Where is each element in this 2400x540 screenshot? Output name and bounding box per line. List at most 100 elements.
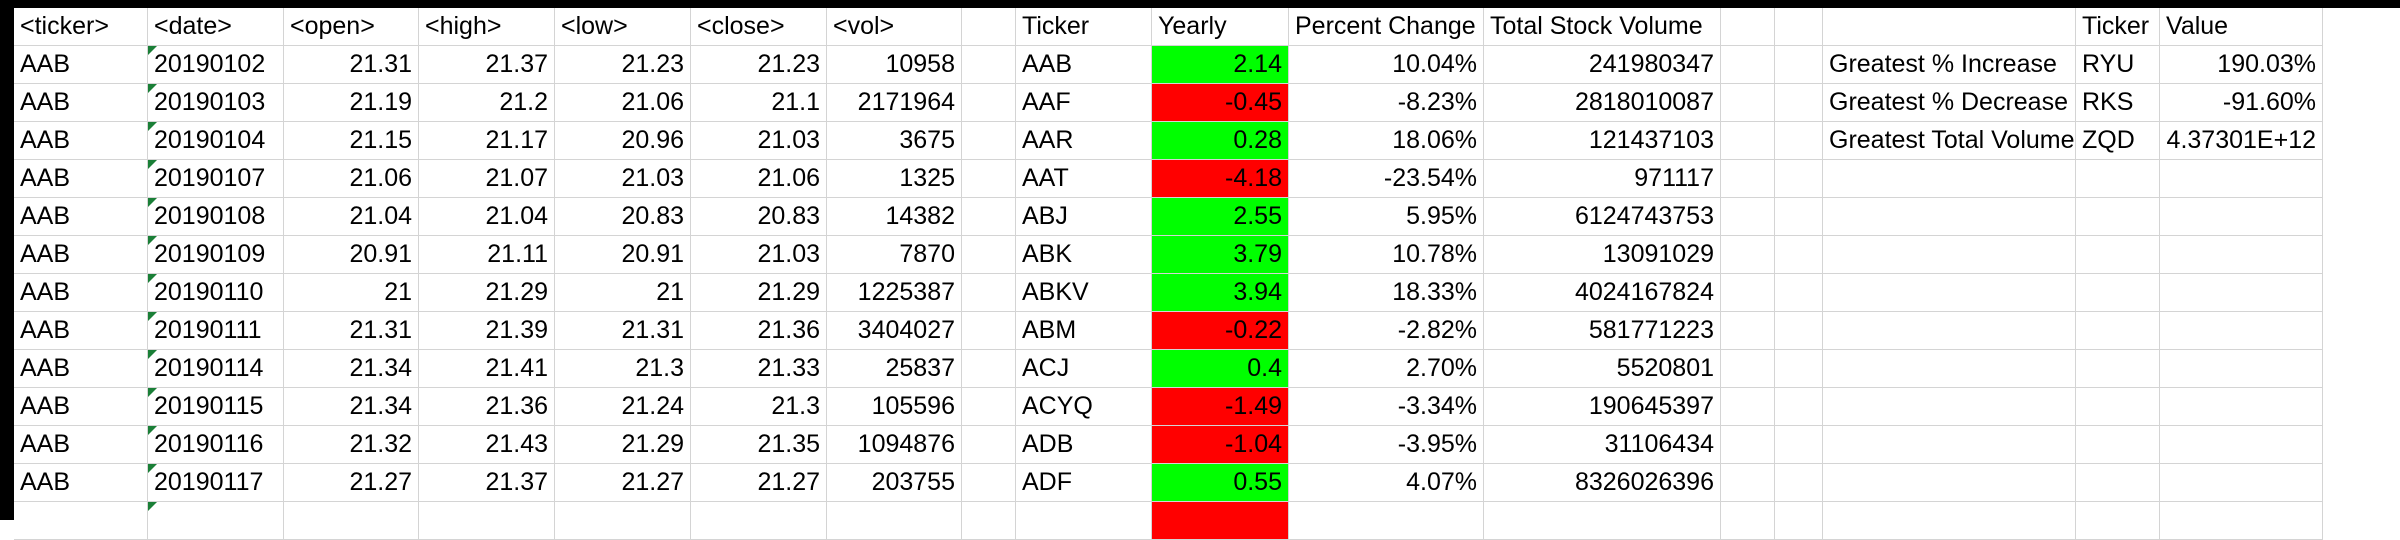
empty-cell[interactable] <box>2076 198 2160 236</box>
data-cell-high[interactable]: 21.41 <box>419 350 555 388</box>
empty-cell[interactable] <box>1823 8 2076 46</box>
data-cell-low[interactable]: 20.91 <box>555 236 691 274</box>
empty-cell[interactable] <box>2076 388 2160 426</box>
data-cell-high[interactable]: 21.36 <box>419 388 555 426</box>
data-cell-close[interactable]: 21.03 <box>691 236 827 274</box>
data-cell-vol[interactable]: 203755 <box>827 464 962 502</box>
header-cell-k[interactable]: Percent Change <box>1289 8 1484 46</box>
data-cell-ticker[interactable]: AAB <box>14 274 148 312</box>
header-cell-e[interactable]: <low> <box>555 8 691 46</box>
data-cell-close[interactable]: 21.36 <box>691 312 827 350</box>
empty-cell[interactable] <box>2076 350 2160 388</box>
data-cell-ticker[interactable]: AAB <box>14 312 148 350</box>
percent-change-cell[interactable]: -23.54% <box>1289 160 1484 198</box>
header-cell-g[interactable]: <vol> <box>827 8 962 46</box>
empty-cell[interactable] <box>962 8 1016 46</box>
empty-cell[interactable] <box>2160 312 2323 350</box>
empty-cell[interactable] <box>1775 122 1823 160</box>
data-cell-high[interactable]: 21.04 <box>419 198 555 236</box>
data-cell-date[interactable]: 20190102 <box>148 46 284 84</box>
total-volume-cell[interactable]: 13091029 <box>1484 236 1721 274</box>
data-cell-ticker[interactable]: AAB <box>14 426 148 464</box>
data-cell-open[interactable]: 21.31 <box>284 312 419 350</box>
empty-cell[interactable] <box>1721 122 1775 160</box>
greatest-value-cell[interactable]: -91.60% <box>2160 84 2323 122</box>
total-volume-cell[interactable]: 2818010087 <box>1484 84 1721 122</box>
summary-ticker-cell[interactable]: ACYQ <box>1016 388 1152 426</box>
empty-cell[interactable] <box>1721 198 1775 236</box>
empty-cell[interactable] <box>962 274 1016 312</box>
greatest-label-cell[interactable]: Greatest % Increase <box>1823 46 2076 84</box>
percent-change-cell[interactable]: 5.95% <box>1289 198 1484 236</box>
data-cell-close[interactable]: 21.03 <box>691 122 827 160</box>
empty-cell[interactable] <box>284 502 419 540</box>
data-cell-high[interactable]: 21.37 <box>419 464 555 502</box>
data-cell-close[interactable]: 21.23 <box>691 46 827 84</box>
data-cell-date[interactable]: 20190116 <box>148 426 284 464</box>
data-cell-high[interactable]: 21.07 <box>419 160 555 198</box>
empty-cell[interactable] <box>1152 502 1289 540</box>
yearly-change-cell[interactable]: -1.04 <box>1152 426 1289 464</box>
data-cell-low[interactable]: 21.23 <box>555 46 691 84</box>
empty-cell[interactable] <box>2076 274 2160 312</box>
greatest-ticker-cell[interactable]: ZQD <box>2076 122 2160 160</box>
data-cell-open[interactable]: 21.15 <box>284 122 419 160</box>
yearly-change-cell[interactable]: 2.14 <box>1152 46 1289 84</box>
empty-cell[interactable] <box>2160 160 2323 198</box>
header-cell-a[interactable]: <ticker> <box>14 8 148 46</box>
total-volume-cell[interactable]: 241980347 <box>1484 46 1721 84</box>
empty-cell[interactable] <box>962 122 1016 160</box>
data-cell-date[interactable]: 20190104 <box>148 122 284 160</box>
data-cell-date[interactable]: 20190109 <box>148 236 284 274</box>
summary-ticker-cell[interactable]: ADF <box>1016 464 1152 502</box>
header-cell-j[interactable]: Yearly <box>1152 8 1289 46</box>
data-cell-open[interactable]: 21.06 <box>284 160 419 198</box>
greatest-label-cell[interactable]: Greatest Total Volume <box>1823 122 2076 160</box>
data-cell-vol[interactable]: 7870 <box>827 236 962 274</box>
header-cell-q[interactable]: Value <box>2160 8 2323 46</box>
data-cell-low[interactable]: 21.03 <box>555 160 691 198</box>
yearly-change-cell[interactable]: 3.79 <box>1152 236 1289 274</box>
empty-cell[interactable] <box>1721 274 1775 312</box>
empty-cell[interactable] <box>962 236 1016 274</box>
data-cell-high[interactable]: 21.29 <box>419 274 555 312</box>
empty-cell[interactable] <box>2076 426 2160 464</box>
empty-cell[interactable] <box>555 502 691 540</box>
data-cell-low[interactable]: 21.3 <box>555 350 691 388</box>
percent-change-cell[interactable]: 4.07% <box>1289 464 1484 502</box>
empty-cell[interactable] <box>1775 84 1823 122</box>
empty-cell[interactable] <box>2160 350 2323 388</box>
data-cell-open[interactable]: 21.27 <box>284 464 419 502</box>
header-cell-i[interactable]: Ticker <box>1016 8 1152 46</box>
empty-cell[interactable] <box>1721 350 1775 388</box>
empty-cell[interactable] <box>962 426 1016 464</box>
data-cell-vol[interactable]: 1225387 <box>827 274 962 312</box>
data-cell-date[interactable]: 20190117 <box>148 464 284 502</box>
empty-cell[interactable] <box>1775 198 1823 236</box>
data-cell-close[interactable]: 21.06 <box>691 160 827 198</box>
summary-ticker-cell[interactable]: ACJ <box>1016 350 1152 388</box>
data-cell-close[interactable]: 21.33 <box>691 350 827 388</box>
empty-cell[interactable] <box>1721 46 1775 84</box>
data-cell-vol[interactable]: 25837 <box>827 350 962 388</box>
empty-cell[interactable] <box>1775 236 1823 274</box>
data-cell-ticker[interactable]: AAB <box>14 46 148 84</box>
data-cell-date[interactable]: 20190103 <box>148 84 284 122</box>
data-cell-date[interactable]: 20190107 <box>148 160 284 198</box>
empty-cell[interactable] <box>2076 160 2160 198</box>
empty-cell[interactable] <box>1721 84 1775 122</box>
data-cell-vol[interactable]: 3675 <box>827 122 962 160</box>
data-cell-low[interactable]: 20.96 <box>555 122 691 160</box>
summary-ticker-cell[interactable]: ABKV <box>1016 274 1152 312</box>
summary-ticker-cell[interactable]: ABM <box>1016 312 1152 350</box>
empty-cell[interactable] <box>1775 350 1823 388</box>
percent-change-cell[interactable]: -3.95% <box>1289 426 1484 464</box>
summary-ticker-cell[interactable]: AAT <box>1016 160 1152 198</box>
empty-cell[interactable] <box>14 502 148 540</box>
yearly-change-cell[interactable]: 0.28 <box>1152 122 1289 160</box>
empty-cell[interactable] <box>1823 160 2076 198</box>
data-cell-vol[interactable]: 1094876 <box>827 426 962 464</box>
percent-change-cell[interactable]: 10.78% <box>1289 236 1484 274</box>
percent-change-cell[interactable]: 2.70% <box>1289 350 1484 388</box>
spreadsheet-grid[interactable]: <ticker> <date> <open> <high> <low> <close> <v… <box>14 8 2323 540</box>
